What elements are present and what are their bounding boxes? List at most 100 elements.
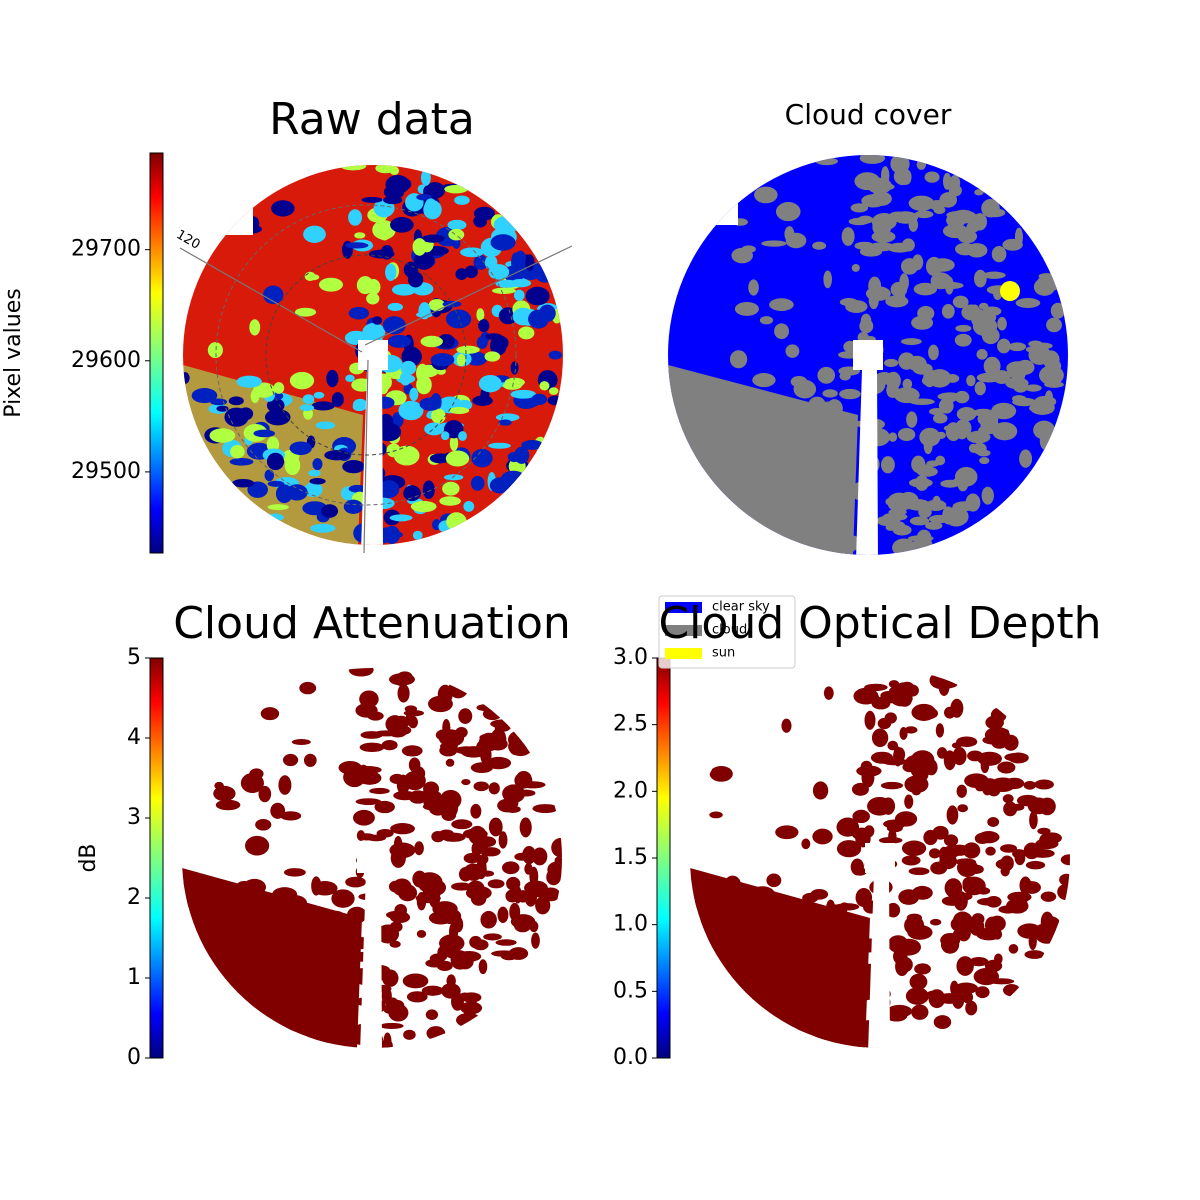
cloud-blob [985,846,996,856]
cloud-blob [1025,860,1046,870]
cloud-blob [266,513,284,522]
overlay-line [364,245,573,346]
cloud-blob [902,378,913,390]
overlay-label: 120 [173,227,202,252]
cloud-blob [393,790,417,801]
cloud-blob [247,481,269,498]
cloud-blob [1040,911,1054,932]
cloud-blob [386,443,401,458]
cloud-blob [266,398,285,413]
cloud-blob [380,1038,393,1048]
cloud-blob [451,915,463,932]
cloud-blob [508,947,529,960]
cloud-blob [521,440,544,450]
cloud-blob [730,935,749,948]
cloud-blob [366,834,387,842]
cloud-blob [510,278,532,288]
cloud-blob [719,928,732,945]
cutout [690,668,760,738]
cloud-blob [979,456,990,465]
cloud-blob [697,920,709,929]
cloud-blob [969,304,980,317]
cloud-blob [266,436,280,453]
panel-title: Cloud Attenuation [173,598,571,649]
cloud-blob [971,913,985,926]
cloud-blob [1003,984,1021,997]
cloud-blob [390,848,406,868]
cloud-blob [470,891,487,906]
cloud-blob [794,922,804,939]
cloud-blob [1023,780,1037,790]
cloud-blob [311,401,335,411]
cloud-blob [448,679,469,699]
cloud-blob [355,798,382,805]
cloud-blob [381,530,403,539]
cloud-blob [872,216,892,237]
cloud-blob [827,453,852,465]
cloud-blob [704,445,719,452]
sky-image [182,668,562,1048]
cloud-blob [234,908,258,922]
cloud-blob [962,842,981,859]
cloud-blob [406,991,428,1003]
cloud-blob [510,389,537,399]
cloud-blob [514,919,532,933]
cloud-blob [445,450,470,467]
cloud-blob [463,501,475,512]
cloud-blob [952,295,969,309]
cloud-blob [249,319,261,336]
cloud-blob [956,858,978,878]
cloud-blob [510,361,519,375]
cloud-blob [804,436,823,453]
cloud-blob [966,243,988,258]
cloud-blob [400,360,417,376]
cutout [182,668,252,738]
cloud-blob [826,919,838,932]
cloud-blob [688,451,703,458]
cloud-blob [476,336,488,349]
cloud-blob [923,829,938,846]
cloud-blob [754,459,770,476]
cloud-blob [1050,302,1065,319]
cloud-blob [716,456,733,476]
cloud-blob [465,351,488,366]
cloud-blob [278,775,292,795]
cloud-blob [923,369,937,388]
cloud-blob [441,983,461,999]
cloud-blob [442,481,460,496]
cloud-blob [473,206,495,221]
cloud-blob [923,437,933,455]
cloud-blob [941,304,955,319]
cloud-blob [416,375,432,395]
cloud-blob [759,316,774,325]
cloud-blob [877,717,892,730]
cloud-blob [954,333,972,347]
cloud-blob [946,805,959,825]
cloud-blob [446,512,467,531]
cloud-blob [815,157,838,166]
cloud-blob [976,887,991,895]
colorbar-tick-label: 29700 [71,237,141,262]
cloud-blob [224,407,249,427]
cloud-blob [860,313,872,329]
cloud-blob [401,745,423,757]
cloud-blob [315,916,324,935]
cloud-blob [373,730,399,737]
cloud-blob [908,478,933,488]
cloud-blob [437,334,455,349]
cloud-blob [839,298,858,307]
cloud-blob [924,171,940,183]
cloud-blob [461,778,471,786]
cloud-blob [445,758,455,767]
cloud-blob [839,371,851,381]
cloud-blob [312,458,323,471]
cloud-blob [954,390,970,404]
cloud-blob [769,420,787,431]
cloud-blob [767,481,780,492]
cloud-blob [985,715,1004,730]
cloud-blob [320,993,337,1004]
cloud-blob [307,1030,331,1048]
cloud-blob [369,787,390,795]
cloud-blob [912,788,921,796]
